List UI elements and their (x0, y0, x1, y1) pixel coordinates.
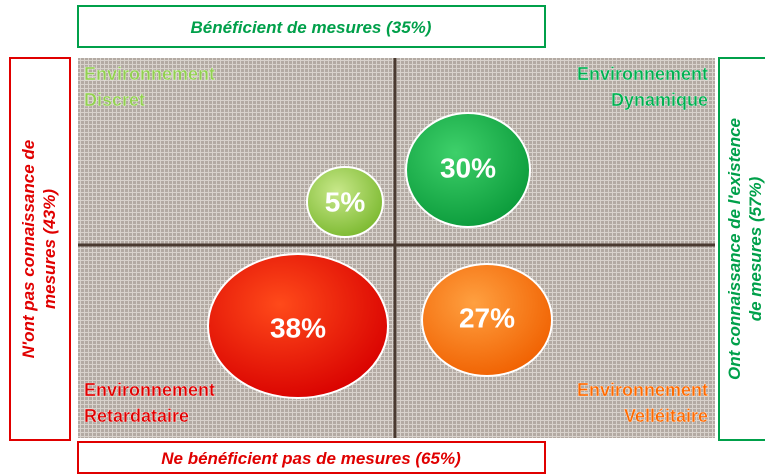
right-box (718, 57, 765, 441)
bubble (306, 166, 384, 238)
quadrant-label: Environnement (84, 380, 215, 400)
bubble-label: 30% (440, 152, 496, 183)
quadrant-label: Discret (84, 90, 145, 110)
quadrant-label: Environnement (577, 380, 708, 400)
right-label: Ont connaissance de l'existence (725, 118, 744, 380)
bottom-box (77, 441, 546, 474)
quadrant-label: Velléitaire (624, 406, 708, 426)
bubble-label: 27% (459, 302, 515, 333)
left-label: N'ont pas connaissance de (19, 140, 38, 359)
quadrant-label: Dynamique (611, 90, 708, 110)
top-box (77, 5, 546, 48)
quadrant-label: Environnement (577, 64, 708, 84)
bottom-label: Ne bénéficient pas de mesures (65%) (161, 449, 461, 468)
bubble (421, 263, 553, 377)
bubble (405, 112, 531, 228)
left-label: mesures (43%) (40, 189, 59, 309)
quadrant-label: Retardataire (84, 406, 189, 426)
bubble-label: 5% (325, 186, 366, 217)
bubble-label: 38% (270, 312, 326, 343)
top-label: Bénéficient de mesures (35%) (191, 18, 432, 37)
right-label: de mesures (57%) (746, 176, 765, 321)
quadrant-label: Environnement (84, 64, 215, 84)
left-box (9, 57, 71, 441)
bubble (207, 253, 389, 399)
